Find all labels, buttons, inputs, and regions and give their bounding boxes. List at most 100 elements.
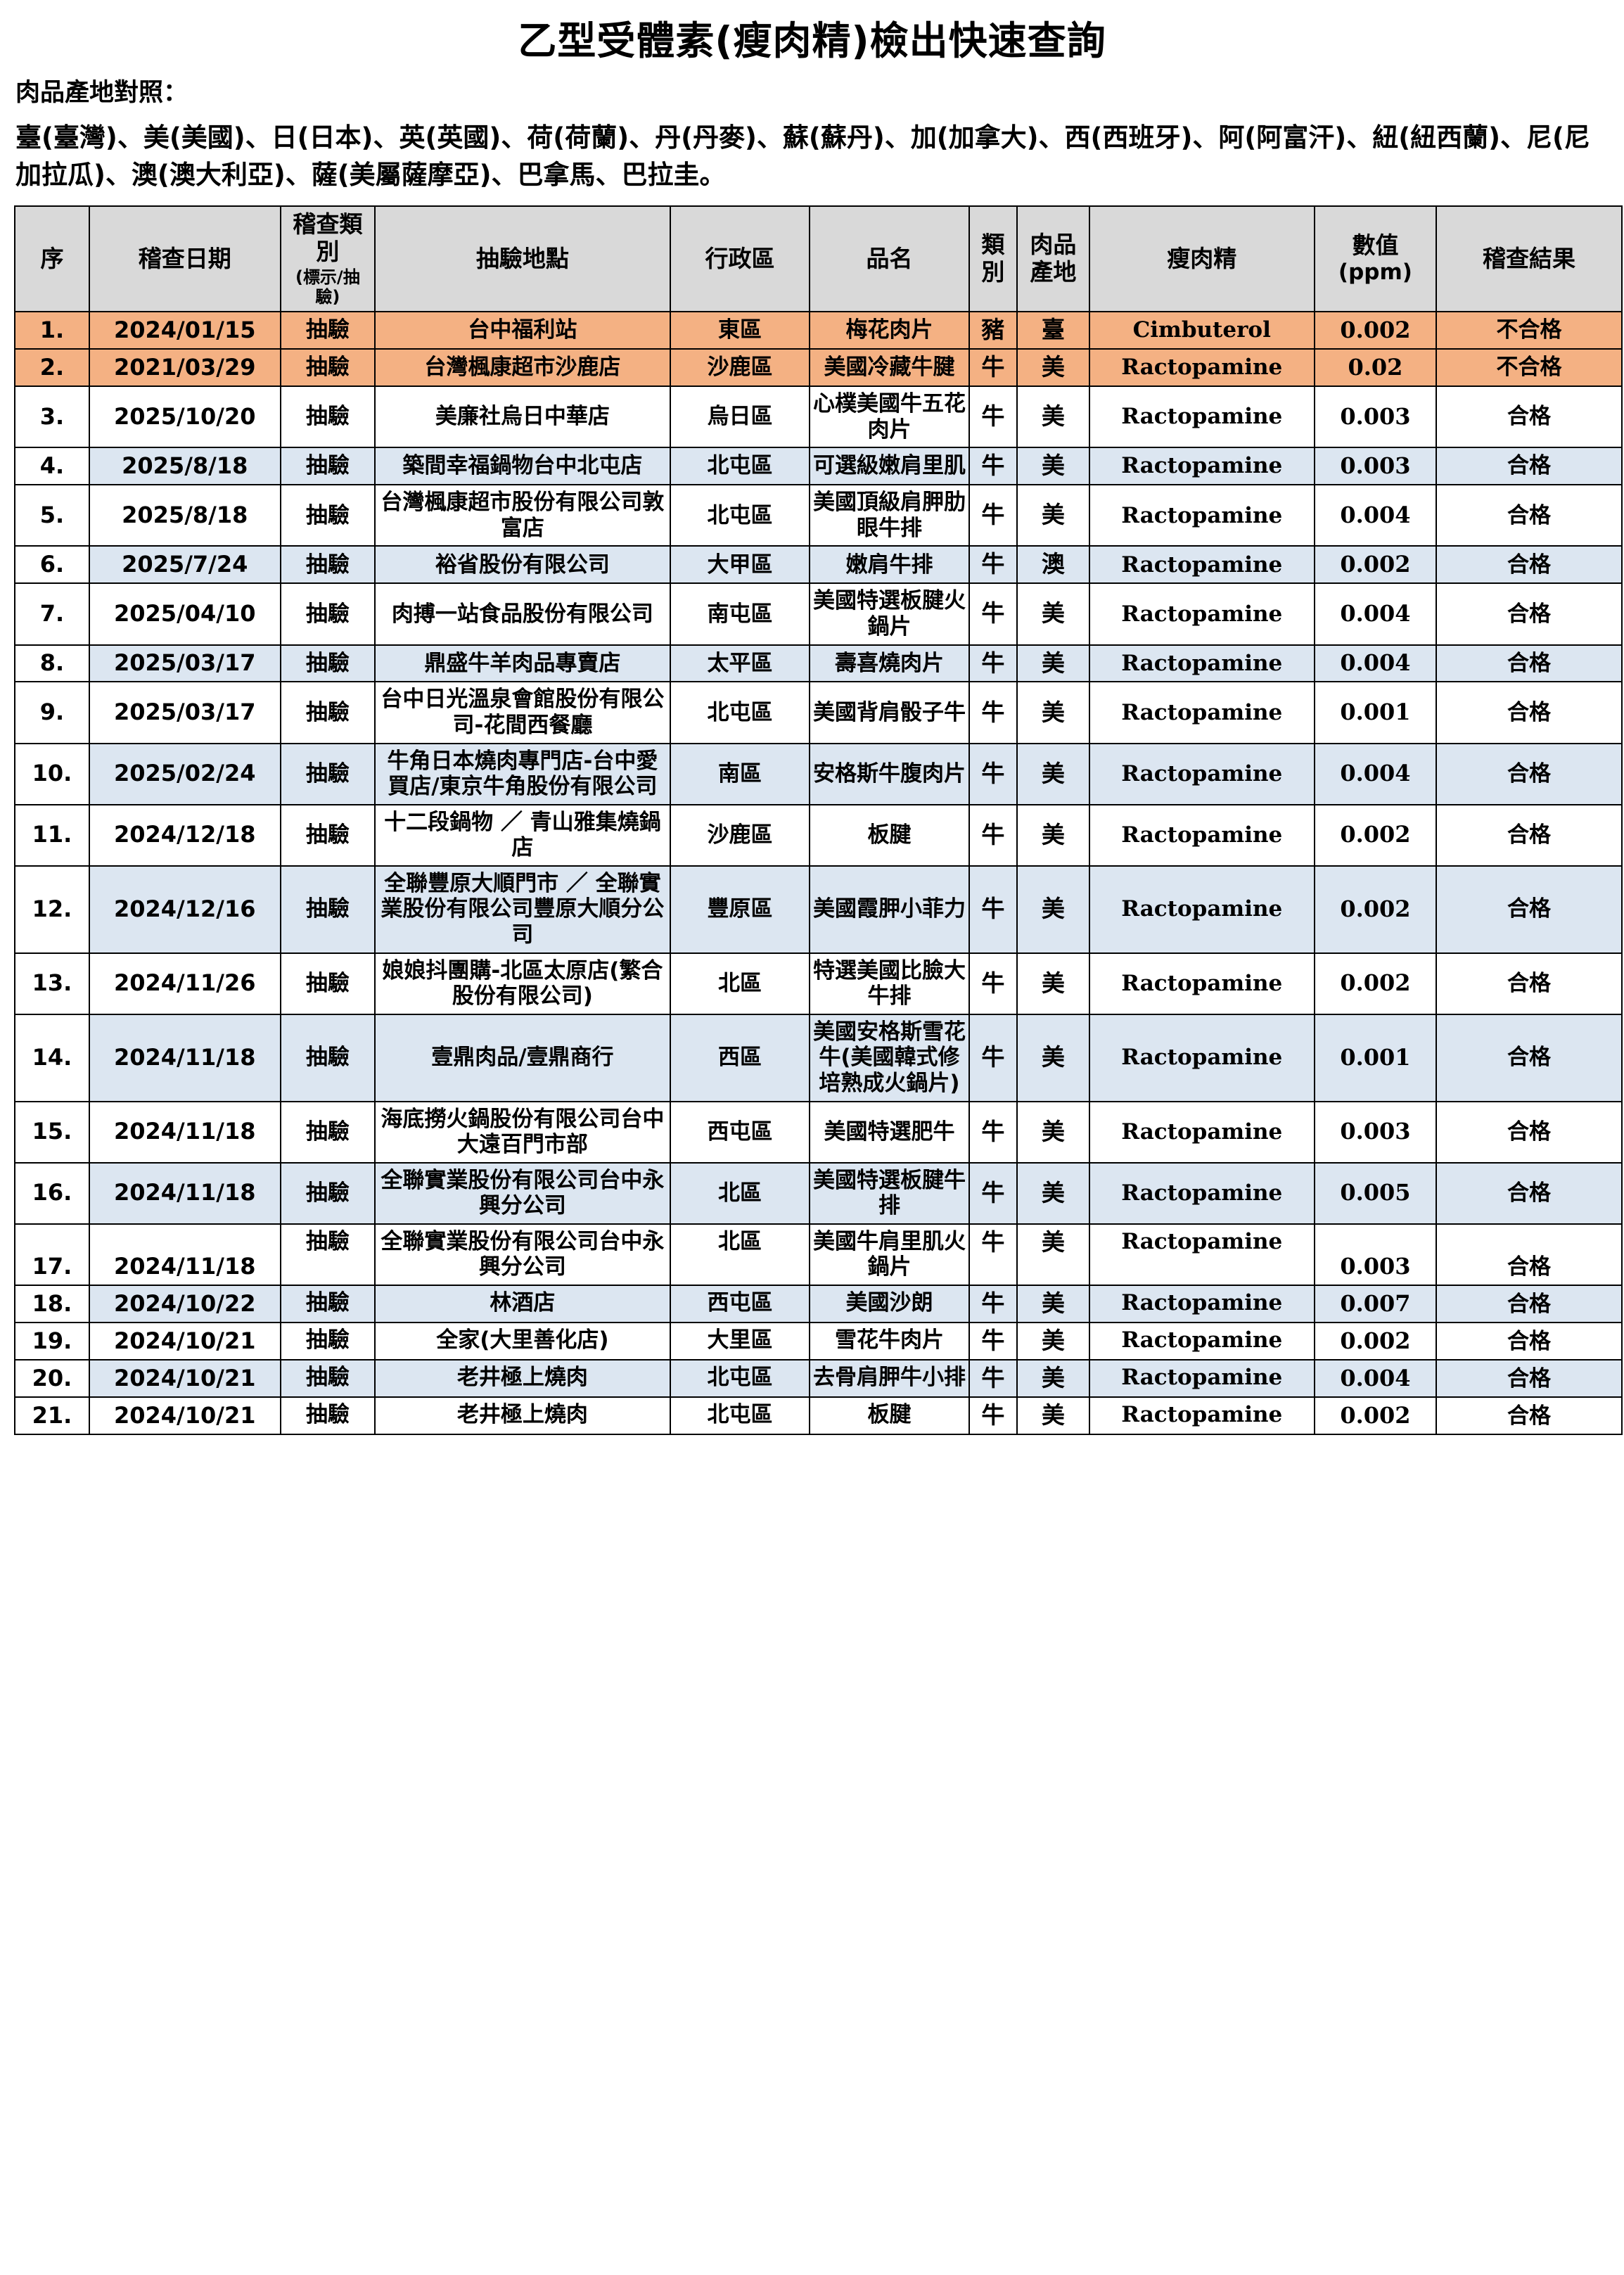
cell-product: 嫩肩牛排 [809,545,970,585]
cell-value: 0.004 [1313,1358,1438,1398]
cell-place: 海底撈火鍋股份有限公司台中大遠百門市部 [374,1100,671,1164]
cell-seq: 12. [14,865,90,954]
cell-seq: 10. [14,742,90,805]
cell-product: 心樸美國牛五花肉片 [809,385,970,449]
cell-value: 0.002 [1313,545,1438,585]
cell-drug: Ractopamine [1088,742,1315,805]
cell-product: 美國特選板腱牛排 [809,1161,970,1225]
cell-category: 牛 [968,865,1018,954]
table-row: 8. 2025/03/17 抽驗 鼎盛牛羊肉品專賣店 太平區 壽喜燒肉片牛美 Ractopa… [14,644,1623,683]
table-row: 7. 2025/04/10 抽驗 肉搏一站食品股份有限公司 南屯區 美國特選板腱火鍋片牛美… [14,582,1623,646]
cell-result: 合格 [1436,1013,1623,1102]
cell-district: 南屯區 [669,582,811,646]
cell-result: 合格 [1436,484,1623,547]
cell-type: 抽驗 [279,348,376,388]
cell-district: 北區 [669,1161,811,1225]
table-row: 3. 2025/10/20 抽驗 美廉社烏日中華店 烏日區 心樸美國牛五花肉片牛美 Ract… [14,385,1623,449]
table-row: 6. 2025/7/24 抽驗 裕省股份有限公司 大甲區 嫩肩牛排牛澳 Ractopamin… [14,545,1623,585]
cell-place: 築間幸福鍋物台中北屯店 [374,447,671,486]
cell-result: 合格 [1436,865,1623,954]
cell-origin: 美 [1016,803,1090,867]
column-header-product: 品名 [809,205,970,313]
cell-product: 可選級嫩肩里肌 [809,447,970,486]
cell-drug: Ractopamine [1088,348,1315,388]
cell-district: 豐原區 [669,865,811,954]
cell-district: 北區 [669,952,811,1015]
cell-result: 合格 [1436,1223,1623,1287]
column-header-result: 稽查結果 [1436,205,1623,313]
column-header-value: 數值 (ppm) [1313,205,1438,313]
page-container: 乙型受體素(瘦肉精)檢出快速查詢 肉品產地對照： 臺(臺灣)、美(美國)、日(日… [0,20,1624,1435]
cell-result: 合格 [1436,582,1623,646]
cell-result: 合格 [1436,952,1623,1015]
cell-seq: 21. [14,1396,90,1435]
inspection-results-table: 序 稽查日期 稽查類別 (標示/抽驗) 抽驗地點 行政區 品名 類別 肉品產地 … [14,205,1623,1435]
cell-date: 2025/8/18 [88,447,281,486]
cell-drug: Ractopamine [1088,865,1315,954]
table-row: 19. 2024/10/21 抽驗 全家(大里善化店) 大里區 雪花牛肉片牛美 Ractop… [14,1321,1623,1360]
cell-product: 美國冷藏牛腱 [809,348,970,388]
cell-category: 牛 [968,803,1018,867]
cell-origin: 美 [1016,1321,1090,1360]
cell-product: 美國頂級肩胛肋眼牛排 [809,484,970,547]
cell-date: 2025/10/20 [88,385,281,449]
cell-value: 0.002 [1313,865,1438,954]
cell-drug: Ractopamine [1088,545,1315,585]
cell-district: 烏日區 [669,385,811,449]
cell-date: 2024/11/26 [88,952,281,1015]
cell-category: 豬 [968,311,1018,350]
cell-place: 台中福利站 [374,311,671,350]
cell-district: 北屯區 [669,447,811,486]
column-header-district: 行政區 [669,205,811,313]
cell-value: 0.003 [1313,1223,1438,1287]
table-row: 15. 2024/11/18 抽驗 海底撈火鍋股份有限公司台中大遠百門市部 西屯區 美國特… [14,1100,1623,1164]
cell-district: 北屯區 [669,681,811,744]
cell-category: 牛 [968,681,1018,744]
cell-category: 牛 [968,1358,1018,1398]
table-body: 1. 2024/01/15 抽驗 台中福利站 東區 梅花肉片豬臺 Cimbuterol 0.0… [14,311,1623,1435]
table-row: 12. 2024/12/16 抽驗 全聯豐原大順門市 ／ 全聯實業股份有限公司豐原大順… [14,865,1623,954]
table-row: 5. 2025/8/18 抽驗 台灣楓康超市股份有限公司敦富店 北屯區 美國頂級肩胛肋眼牛… [14,484,1623,547]
cell-place: 美廉社烏日中華店 [374,385,671,449]
cell-category: 牛 [968,1285,1018,1323]
cell-type: 抽驗 [279,311,376,350]
cell-type: 抽驗 [279,545,376,585]
cell-result: 合格 [1436,1321,1623,1360]
cell-result: 不合格 [1436,348,1623,388]
cell-result: 合格 [1436,447,1623,486]
cell-product: 美國牛肩里肌火鍋片 [809,1223,970,1287]
cell-category: 牛 [968,742,1018,805]
cell-product: 美國安格斯雪花牛(美國韓式修培熟成火鍋片) [809,1013,970,1102]
cell-district: 沙鹿區 [669,348,811,388]
cell-type: 抽驗 [279,742,376,805]
cell-product: 美國霞胛小菲力 [809,865,970,954]
cell-drug: Ractopamine [1088,1100,1315,1164]
cell-result: 合格 [1436,1285,1623,1323]
cell-value: 0.003 [1313,1100,1438,1164]
cell-date: 2025/7/24 [88,545,281,585]
cell-type: 抽驗 [279,1358,376,1398]
cell-result: 合格 [1436,1358,1623,1398]
cell-seq: 20. [14,1358,90,1398]
origin-legend-text: 臺(臺灣)、美(美國)、日(日本)、英(英國)、荷(荷蘭)、丹(丹麥)、蘇(蘇丹… [15,122,1590,191]
cell-district: 北屯區 [669,1396,811,1435]
cell-origin: 臺 [1016,311,1090,350]
cell-place: 老井極上燒肉 [374,1396,671,1435]
table-row: 11. 2024/12/18 抽驗 十二段鍋物 ／ 青山雅集燒鍋店 沙鹿區 板腱牛美 Rac… [14,803,1623,867]
cell-place: 壹鼎肉品/壹鼎商行 [374,1013,671,1102]
cell-category: 牛 [968,1100,1018,1164]
table-row: 18. 2024/10/22 抽驗 林酒店 西屯區 美國沙朗牛美 Ractopamine 0.… [14,1285,1623,1323]
column-header-category: 類別 [968,205,1018,313]
cell-date: 2024/10/21 [88,1396,281,1435]
cell-place: 鼎盛牛羊肉品專賣店 [374,644,671,683]
table-row: 2. 2021/03/29 抽驗 台灣楓康超市沙鹿店 沙鹿區 美國冷藏牛腱牛美 Ractop… [14,348,1623,388]
cell-seq: 9. [14,681,90,744]
cell-value: 0.004 [1313,742,1438,805]
column-header-date: 稽查日期 [88,205,281,313]
cell-type: 抽驗 [279,865,376,954]
cell-result: 合格 [1436,1100,1623,1164]
cell-type: 抽驗 [279,1396,376,1435]
cell-seq: 13. [14,952,90,1015]
cell-seq: 17. [14,1223,90,1287]
cell-seq: 15. [14,1100,90,1164]
